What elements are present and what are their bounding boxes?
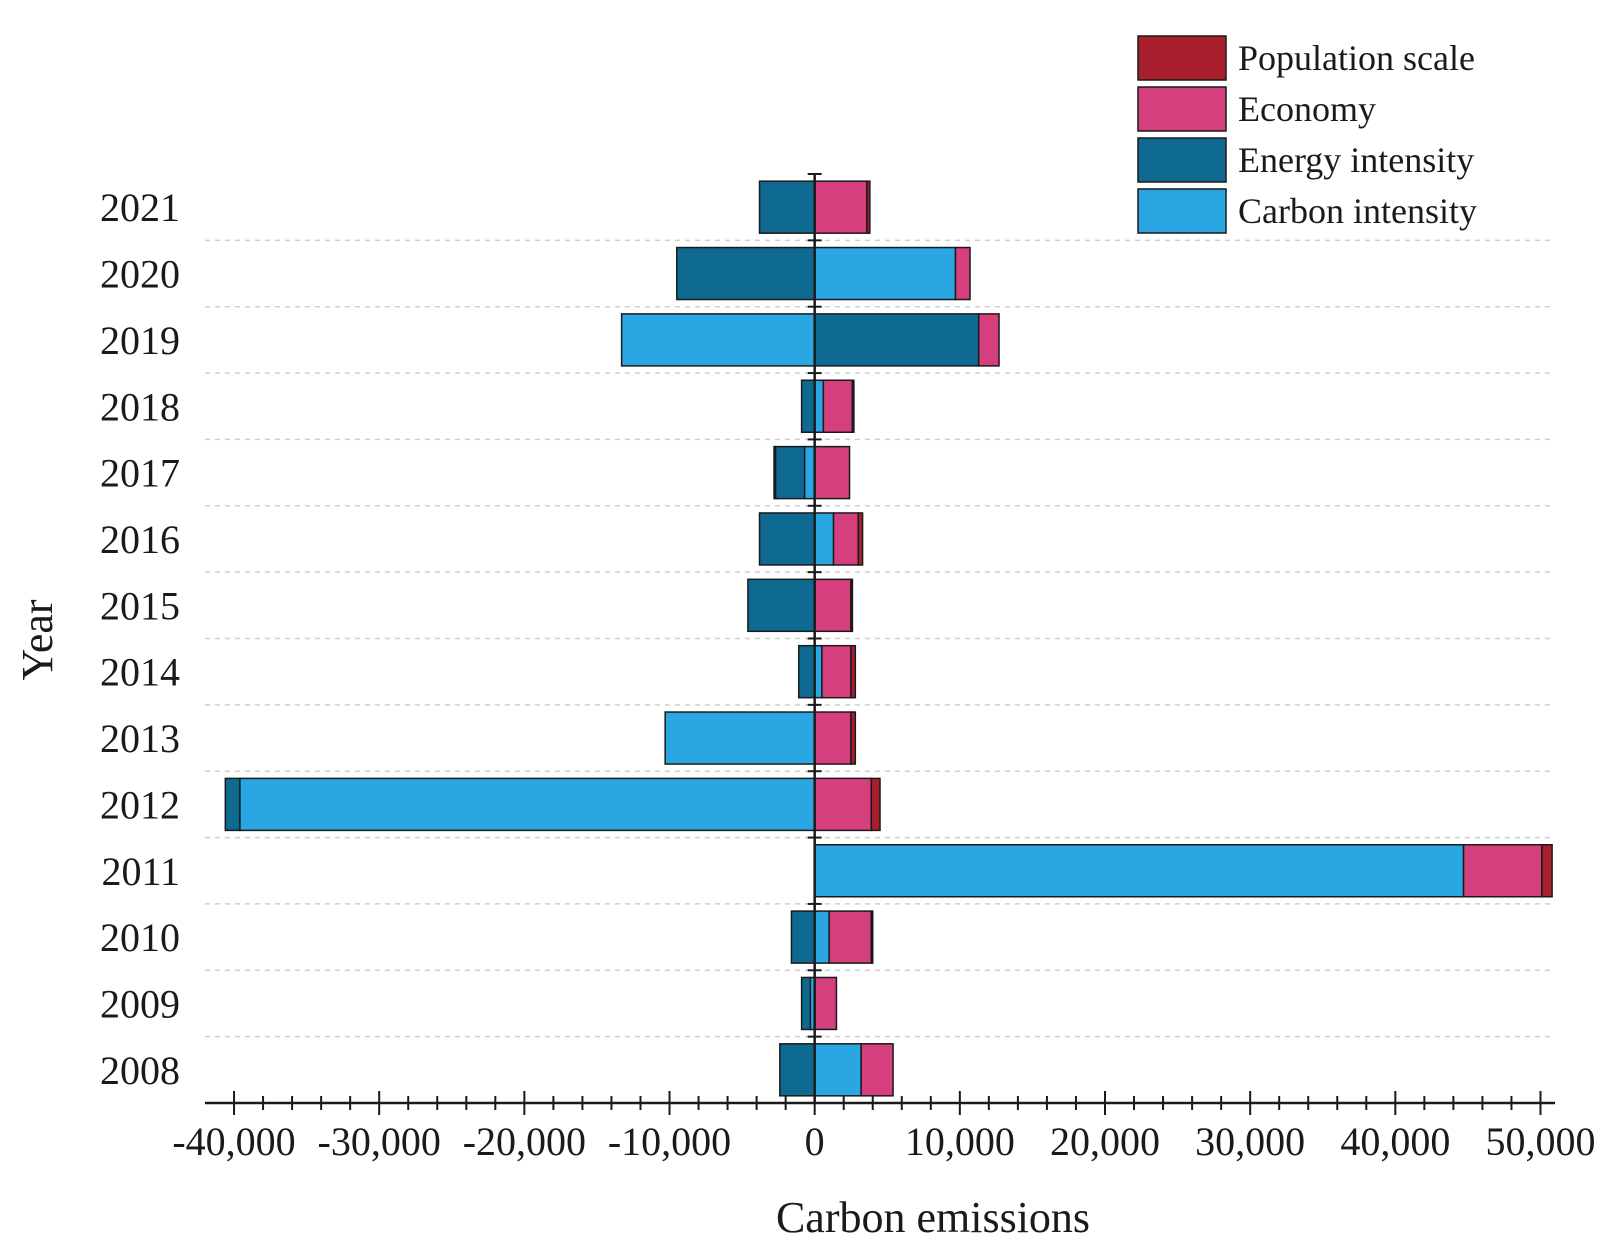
bar-population-scale-2018 [851, 379, 855, 433]
legend-label: Energy intensity [1238, 140, 1474, 180]
bar-carbon-intensity-2017 [803, 445, 816, 500]
bar-carbon-intensity-2008 [813, 1043, 862, 1097]
y-tick-label: 2012 [100, 782, 180, 827]
bar-population-scale-2016 [857, 512, 864, 566]
bar-carbon-intensity-2018 [813, 379, 825, 433]
bar-carbon-intensity-2020 [813, 246, 957, 301]
bar-energy-intensity-2010 [790, 910, 816, 964]
y-tick-label: 2021 [100, 185, 180, 230]
y-tick-label: 2020 [100, 252, 180, 297]
bar-economy-2020 [954, 246, 971, 301]
legend-label: Carbon intensity [1238, 191, 1477, 231]
bar-energy-intensity-2016 [758, 512, 816, 566]
bar-population-scale-2013 [850, 711, 857, 765]
bar-economy-2009 [813, 976, 838, 1031]
y-tick-label: 2018 [100, 384, 180, 429]
legend-label: Population scale [1238, 38, 1475, 78]
bars [224, 173, 1553, 1097]
bar-economy-2008 [860, 1043, 894, 1097]
y-tick-label: 2015 [100, 583, 180, 628]
bar-economy-2021 [813, 180, 868, 234]
bar-economy-2015 [813, 578, 852, 633]
bar-energy-intensity-2008 [779, 1043, 816, 1097]
bar-population-scale-2010 [870, 910, 874, 964]
bar-energy-intensity-2017 [774, 445, 806, 500]
bar-economy-2012 [813, 777, 873, 832]
x-tick-label: 10,000 [905, 1119, 1015, 1164]
legend-swatch [1137, 188, 1227, 234]
y-tick-label: 2011 [101, 849, 180, 894]
y-tick-label: 2014 [100, 650, 180, 695]
bar-economy-2010 [828, 910, 873, 964]
y-tick-label: 2013 [100, 716, 180, 761]
bar-economy-2018 [822, 379, 854, 433]
x-axis-title: Carbon emissions [776, 1193, 1090, 1242]
y-tick-label: 2009 [100, 981, 180, 1026]
bar-energy-intensity-2014 [797, 644, 816, 699]
bar-population-scale-2012 [870, 777, 881, 832]
bar-energy-intensity-2021 [758, 180, 816, 234]
bar-carbon-intensity-2010 [813, 910, 830, 964]
y-tick-label: 2016 [100, 517, 180, 562]
bar-population-scale-2015 [850, 578, 854, 633]
gridlines [205, 239, 1555, 1038]
bar-population-scale-2017 [773, 445, 777, 500]
bar-population-scale-2011 [1541, 844, 1553, 898]
x-tick-label: 30,000 [1195, 1119, 1305, 1164]
x-tick-label: 20,000 [1050, 1119, 1160, 1164]
y-tick-label: 2019 [100, 318, 180, 363]
x-tick-label: 50,000 [1485, 1119, 1595, 1164]
bar-economy-2014 [821, 644, 852, 699]
legend: Population scale Economy Energy intensity C… [1137, 35, 1477, 234]
bar-energy-intensity-2020 [676, 246, 816, 301]
y-tick-label: 2008 [100, 1048, 180, 1093]
bar-energy-intensity-2015 [747, 578, 816, 633]
legend-swatch [1137, 137, 1227, 183]
bar-carbon-intensity-2019 [620, 313, 816, 367]
bar-energy-intensity-2009 [800, 976, 812, 1031]
bar-population-scale-2021 [866, 180, 871, 234]
legend-swatch [1137, 35, 1227, 81]
legend-swatch [1137, 86, 1227, 132]
bar-carbon-intensity-2013 [664, 711, 816, 765]
bar-economy-2019 [977, 313, 1000, 367]
bar-carbon-intensity-2011 [813, 844, 1465, 898]
axes [205, 174, 1555, 1105]
y-tick-label: 2010 [100, 915, 180, 960]
bar-energy-intensity-2019 [813, 313, 980, 367]
y-axis-title: Year [13, 599, 62, 680]
x-tick-label: 40,000 [1340, 1119, 1450, 1164]
bar-energy-intensity-2012 [224, 777, 241, 832]
bar-population-scale-2014 [850, 644, 857, 699]
bar-carbon-intensity-2016 [813, 512, 835, 566]
x-tick-label: 0 [805, 1119, 825, 1164]
x-tick-label: -40,000 [172, 1119, 295, 1164]
y-ticks: 2021 2020 2019 2018 2017 2016 2015 2014 2013 2012… [100, 185, 180, 1093]
bar-economy-2017 [813, 445, 851, 500]
y-tick-label: 2017 [100, 451, 180, 496]
legend-label: Economy [1238, 89, 1376, 129]
x-tick-label: -20,000 [463, 1119, 586, 1164]
x-tick-label: -10,000 [608, 1119, 731, 1164]
bar-economy-2013 [813, 711, 852, 765]
bar-carbon-intensity-2012 [239, 777, 816, 832]
bar-energy-intensity-2018 [800, 379, 816, 433]
bar-economy-2016 [832, 512, 859, 566]
x-tick-label: -30,000 [318, 1119, 441, 1164]
bar-economy-2011 [1462, 844, 1543, 898]
x-ticks: -40,000 -30,000 -20,000 -10,000 0 10,000 20,00… [172, 1091, 1595, 1164]
